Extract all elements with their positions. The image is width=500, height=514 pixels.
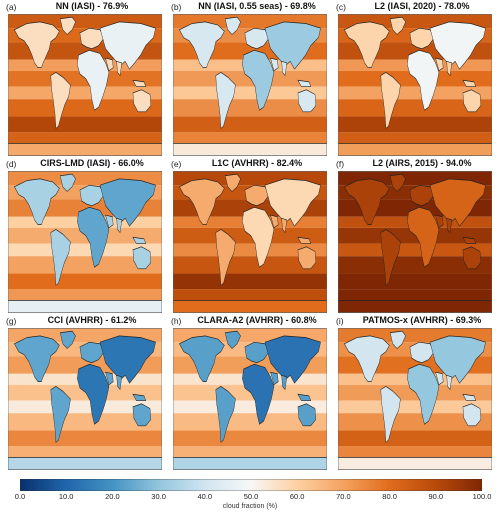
cloud-fraction-map bbox=[8, 328, 162, 470]
map-panel: (h) CLARA-A2 (AVHRR) - 60.8% bbox=[169, 314, 331, 472]
panel-title: NN (IASI) - 76.9% bbox=[55, 1, 129, 11]
map-panel: (f) L2 (AIRS, 2015) - 94.0% bbox=[334, 157, 496, 315]
colorbar-tick-label: 100.0 bbox=[472, 492, 492, 501]
cloud-fraction-map bbox=[338, 14, 492, 156]
cloud-fraction-map bbox=[173, 171, 327, 313]
map-panel: (d) CIRS-LMD (IASI) - 66.0% bbox=[4, 157, 166, 315]
cloud-fraction-map bbox=[173, 328, 327, 470]
map-panel: (a) NN (IASI) - 76.9% bbox=[4, 0, 166, 158]
panel-title: L1C (AVHRR) - 82.4% bbox=[211, 158, 303, 168]
cloud-fraction-map bbox=[8, 14, 162, 156]
colorbar-tick-label: 40.0 bbox=[197, 492, 213, 501]
cloud-fraction-map bbox=[173, 14, 327, 156]
colorbar-tick-label: 0.0 bbox=[14, 492, 26, 501]
panel-title: CCI (AVHRR) - 61.2% bbox=[47, 315, 137, 325]
colorbar-tick-label: 70.0 bbox=[336, 492, 351, 501]
panel-letter: (a) bbox=[6, 2, 17, 12]
panel-title: PATMOS-x (AVHRR) - 69.3% bbox=[362, 315, 482, 325]
colorbar-tick-label: 50.0 bbox=[243, 492, 259, 501]
map-panel: (b) NN (IASI, 0.55 seas) - 69.8% bbox=[169, 0, 331, 158]
panel-letter: (h) bbox=[171, 316, 182, 326]
panel-letter: (e) bbox=[171, 159, 182, 169]
panel-title: L2 (IASI, 2020) - 78.0% bbox=[374, 1, 470, 11]
colorbar-label: cloud fraction (%) bbox=[222, 503, 278, 510]
panel-title: CIRS-LMD (IASI) - 66.0% bbox=[40, 158, 144, 168]
panel-letter: (g) bbox=[6, 316, 17, 326]
panel-letter: (i) bbox=[336, 316, 344, 326]
map-panel: (i) PATMOS-x (AVHRR) - 69.3% bbox=[334, 314, 496, 472]
map-panel: (c) L2 (IASI, 2020) - 78.0% bbox=[334, 0, 496, 158]
colorbar-tick-label: 20.0 bbox=[105, 492, 120, 501]
panel-letter: (b) bbox=[171, 2, 182, 12]
map-panel: (e) L1C (AVHRR) - 82.4% bbox=[169, 157, 331, 315]
colorbar bbox=[20, 479, 482, 491]
colorbar-tick-label: 10.0 bbox=[58, 492, 74, 501]
panel-title: NN (IASI, 0.55 seas) - 69.8% bbox=[198, 1, 316, 11]
cloud-fraction-map bbox=[338, 328, 492, 470]
colorbar-tick-label: 90.0 bbox=[428, 492, 444, 501]
panel-letter: (d) bbox=[6, 159, 17, 169]
panel-letter: (c) bbox=[336, 2, 346, 12]
cloud-fraction-map bbox=[338, 171, 492, 313]
panel-title: L2 (AIRS, 2015) - 94.0% bbox=[372, 158, 472, 168]
colorbar-tick-label: 30.0 bbox=[151, 492, 166, 501]
panel-title: CLARA-A2 (AVHRR) - 60.8% bbox=[197, 315, 317, 325]
panel-letter: (f) bbox=[336, 159, 345, 169]
colorbar-tick-label: 80.0 bbox=[382, 492, 397, 501]
colorbar-tick-label: 60.0 bbox=[289, 492, 305, 501]
colorbar-ticks: 0.0 10.0 20.0 30.0 40.0 50.0 60.0 70.0 80.0 90.0 1… bbox=[0, 492, 500, 504]
map-panel: (g) CCI (AVHRR) - 61.2% bbox=[4, 314, 166, 472]
cloud-fraction-map bbox=[8, 171, 162, 313]
